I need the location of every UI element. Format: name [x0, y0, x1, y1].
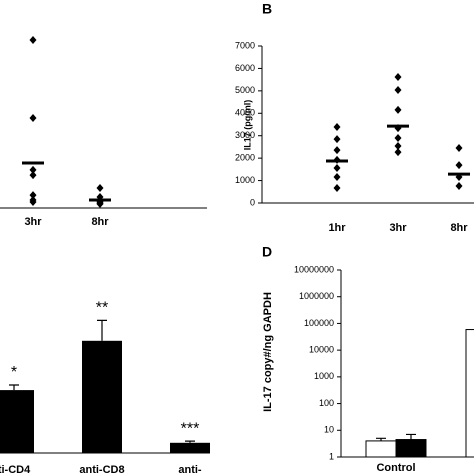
x-tick-label: Control: [376, 462, 415, 474]
significance-label: *: [11, 364, 17, 381]
bar: [82, 340, 122, 453]
point: [29, 113, 37, 122]
error-bar: [406, 433, 416, 440]
x-tick-label: 3hr: [24, 216, 42, 228]
y-tick-label: 1000: [235, 175, 255, 185]
point: [96, 184, 104, 193]
x-tick-label: anti-: [178, 464, 202, 474]
y-tick-label: 5000: [235, 85, 255, 95]
point: [394, 105, 402, 114]
significance-label: ***: [181, 420, 200, 437]
point: [29, 165, 37, 174]
y-tick-label: 3000: [235, 130, 255, 140]
point: [394, 133, 402, 142]
point: [455, 161, 463, 170]
x-tick-label: ti-CD4: [0, 464, 31, 474]
point: [29, 171, 37, 180]
y-tick-label: 1: [329, 451, 334, 461]
x-tick-label: 8hr: [450, 222, 468, 234]
bar: [465, 329, 474, 458]
y-tick-label: 10000000: [294, 264, 334, 274]
point: [394, 85, 402, 94]
y-tick-label: 4000: [235, 108, 255, 118]
point: [455, 144, 463, 153]
x-tick-label: 1hr: [328, 222, 346, 234]
y-tick-label: 100000: [304, 318, 334, 328]
y-tick-label: 100: [319, 398, 334, 408]
error-bar: [185, 440, 195, 443]
error-bar: [97, 319, 107, 341]
error-bar: [376, 437, 386, 441]
bar: [0, 390, 34, 453]
point: [333, 183, 341, 192]
y-tick-label: 2000: [235, 153, 255, 163]
point: [333, 135, 341, 144]
y-tick-label: 1000: [314, 371, 334, 381]
significance-label: **: [96, 300, 108, 317]
bar: [170, 442, 210, 453]
y-axis-label: IL17 (pg/ml): [242, 100, 252, 151]
y-axis-label: IL-17 copy#/ng GAPDH: [262, 292, 274, 412]
point: [333, 146, 341, 155]
point: [394, 124, 402, 133]
error-bar: [9, 384, 19, 391]
y-tick-label: 7000: [235, 40, 255, 50]
point: [394, 142, 402, 151]
y-tick-label: 1000000: [299, 291, 334, 301]
y-tick-label: 10000: [309, 345, 334, 355]
point: [394, 148, 402, 157]
point: [29, 198, 37, 207]
point: [333, 172, 341, 181]
x-tick-label: 8hr: [91, 216, 109, 228]
x-tick-label: anti-CD8: [79, 464, 124, 474]
panel-label: D: [262, 244, 272, 260]
y-tick-label: 0: [250, 197, 255, 207]
point: [96, 200, 104, 209]
point: [29, 35, 37, 44]
point: [333, 122, 341, 131]
y-tick-label: 6000: [235, 63, 255, 73]
point: [394, 72, 402, 81]
x-tick-label: 3hr: [389, 222, 407, 234]
panel-label: B: [262, 1, 272, 17]
point: [29, 191, 37, 200]
point: [455, 181, 463, 190]
bar: [365, 440, 397, 458]
point: [333, 164, 341, 173]
y-tick-label: 10: [324, 425, 334, 435]
bar: [395, 439, 427, 458]
